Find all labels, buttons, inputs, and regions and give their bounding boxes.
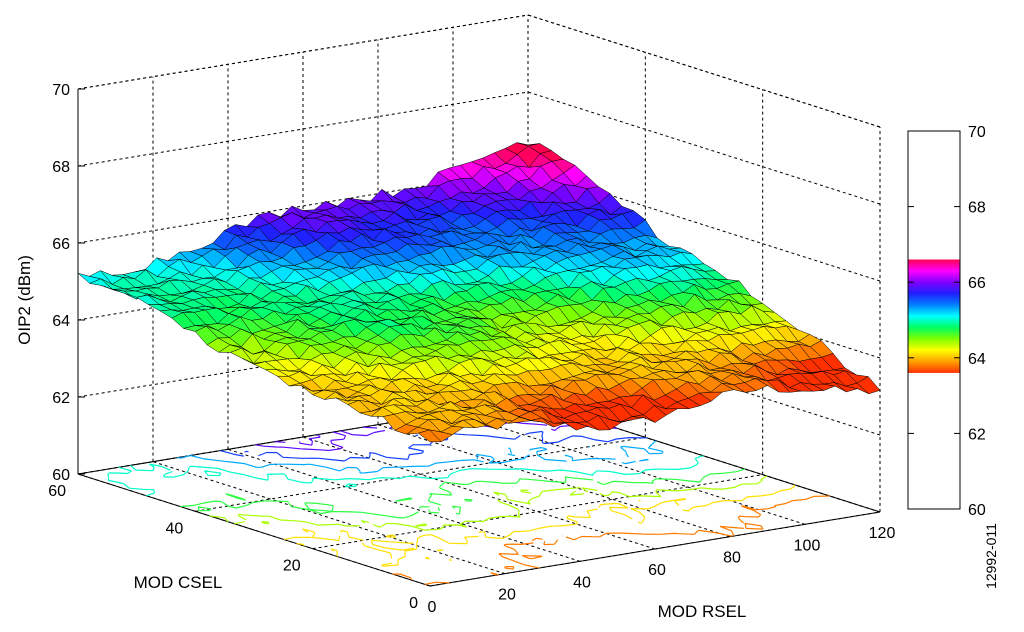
contour-line bbox=[180, 468, 745, 519]
x-tick-label: 40 bbox=[573, 574, 591, 591]
colorbar-frame bbox=[907, 130, 961, 510]
contour-line bbox=[392, 495, 830, 585]
z-tick-label: 62 bbox=[52, 390, 70, 407]
grid-line bbox=[302, 436, 656, 550]
box-edge bbox=[527, 14, 881, 128]
contour-line bbox=[283, 484, 795, 567]
colorbar-tick-label: 62 bbox=[968, 426, 986, 443]
x-tick-label: 20 bbox=[498, 587, 516, 604]
x-tick-label: 100 bbox=[794, 537, 821, 554]
contour-line bbox=[220, 430, 647, 462]
x-tick-label: 0 bbox=[428, 599, 437, 616]
figure-id: 12992-011 bbox=[983, 523, 999, 589]
grid-line bbox=[77, 91, 529, 167]
x-tick-label: 80 bbox=[723, 550, 741, 567]
y-tick-label: 60 bbox=[48, 483, 66, 500]
surface-mesh bbox=[77, 142, 881, 443]
y-tick-label: 20 bbox=[283, 558, 301, 575]
grid-line bbox=[195, 436, 646, 512]
grid-line bbox=[527, 91, 881, 205]
z-tick-label: 68 bbox=[52, 159, 70, 176]
y-axis-label: MOD CSEL bbox=[134, 573, 223, 592]
grid-line bbox=[312, 474, 763, 550]
contour-line bbox=[209, 475, 768, 531]
colorbar-tick-label: 68 bbox=[968, 200, 986, 217]
z-tick-label: 70 bbox=[52, 82, 70, 99]
box-edge bbox=[77, 14, 529, 90]
axis-ticks: 60 62 64 66 68 70 0 20 40 60 0 20 40 60 80 100 120 bbox=[48, 82, 895, 616]
colorbar-gradient bbox=[908, 259, 960, 373]
contour-line bbox=[177, 440, 664, 474]
colorbar-tick-label: 60 bbox=[968, 502, 986, 519]
grid-line bbox=[377, 424, 731, 538]
grid-line bbox=[227, 448, 581, 562]
z-axis-label: OIP2 (dBm) bbox=[15, 255, 34, 345]
z-tick-label: 60 bbox=[52, 467, 70, 484]
surface-patch bbox=[856, 376, 881, 395]
colorbar-tick-label: 70 bbox=[968, 124, 986, 141]
box-edge bbox=[429, 511, 881, 587]
x-axis-label: MOD RSEL bbox=[658, 602, 747, 621]
x-tick-label: 120 bbox=[869, 525, 896, 542]
colorbar-tick-label: 66 bbox=[968, 275, 986, 292]
grid-line bbox=[452, 411, 806, 525]
contour-line bbox=[107, 455, 704, 497]
y-tick-label: 40 bbox=[166, 520, 184, 537]
colorbar: 60 62 64 66 68 70 bbox=[907, 124, 986, 519]
contour-projection bbox=[107, 406, 830, 585]
z-tick-label: 66 bbox=[52, 236, 70, 253]
x-tick-label: 60 bbox=[648, 562, 666, 579]
grid-line bbox=[152, 461, 506, 575]
colorbar-tick-label: 64 bbox=[968, 351, 986, 368]
y-tick-label: 0 bbox=[409, 595, 418, 612]
z-tick-label: 64 bbox=[52, 313, 70, 330]
box-edge bbox=[77, 473, 431, 587]
